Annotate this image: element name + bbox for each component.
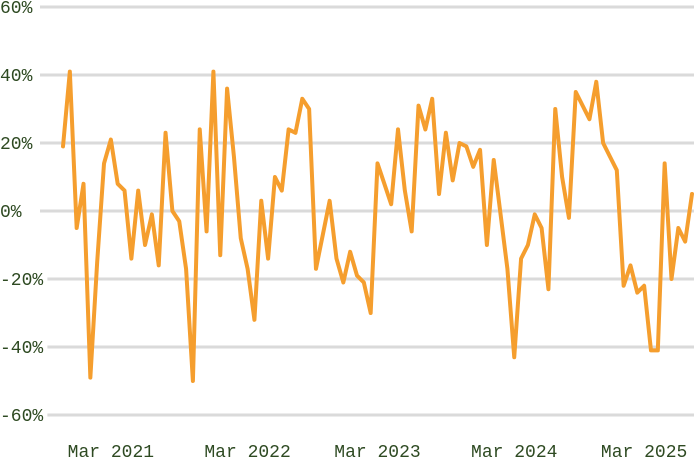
y-tick-label: -20% <box>0 271 43 291</box>
label-bg <box>0 270 48 291</box>
y-tick-label: 0% <box>0 203 22 223</box>
y-tick-label: -40% <box>0 339 43 359</box>
x-tick-label: Mar 2024 <box>471 443 557 460</box>
label-bg <box>0 0 37 19</box>
x-tick-label: Mar 2023 <box>334 443 420 460</box>
label-bg <box>0 338 48 359</box>
y-tick-label: 60% <box>0 0 33 19</box>
y-tick-label: -60% <box>0 407 43 427</box>
x-tick-label: Mar 2025 <box>601 443 687 460</box>
data-line <box>61 69 694 383</box>
y-tick-label: 40% <box>0 67 33 87</box>
label-bg <box>0 66 37 87</box>
label-bg <box>0 406 48 427</box>
y-tick-label: 20% <box>0 135 33 155</box>
label-bg <box>0 134 37 155</box>
x-tick-label: Mar 2022 <box>204 443 290 460</box>
x-tick-label: Mar 2021 <box>68 443 154 460</box>
label-bg <box>0 202 26 223</box>
